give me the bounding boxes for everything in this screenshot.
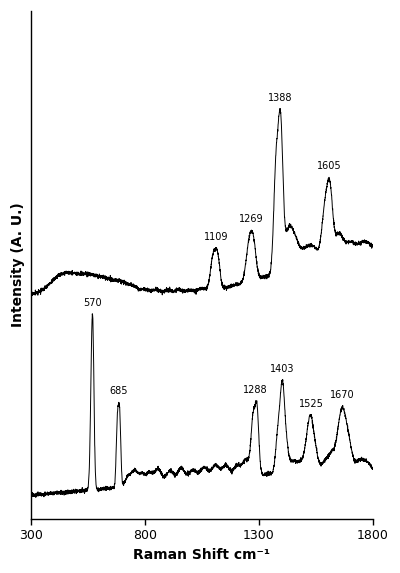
Text: 1388: 1388 <box>268 93 292 103</box>
Text: 1269: 1269 <box>239 214 264 224</box>
Text: 1525: 1525 <box>298 399 324 409</box>
Text: 1109: 1109 <box>204 231 228 242</box>
Text: 570: 570 <box>83 298 102 308</box>
Text: 685: 685 <box>110 386 128 397</box>
Y-axis label: Intensity (A. U.): Intensity (A. U.) <box>11 203 25 327</box>
X-axis label: Raman Shift cm⁻¹: Raman Shift cm⁻¹ <box>133 548 270 562</box>
Text: 1403: 1403 <box>270 363 295 374</box>
Text: 1605: 1605 <box>317 162 341 171</box>
Text: 1670: 1670 <box>330 390 355 399</box>
Text: 1288: 1288 <box>244 385 268 395</box>
